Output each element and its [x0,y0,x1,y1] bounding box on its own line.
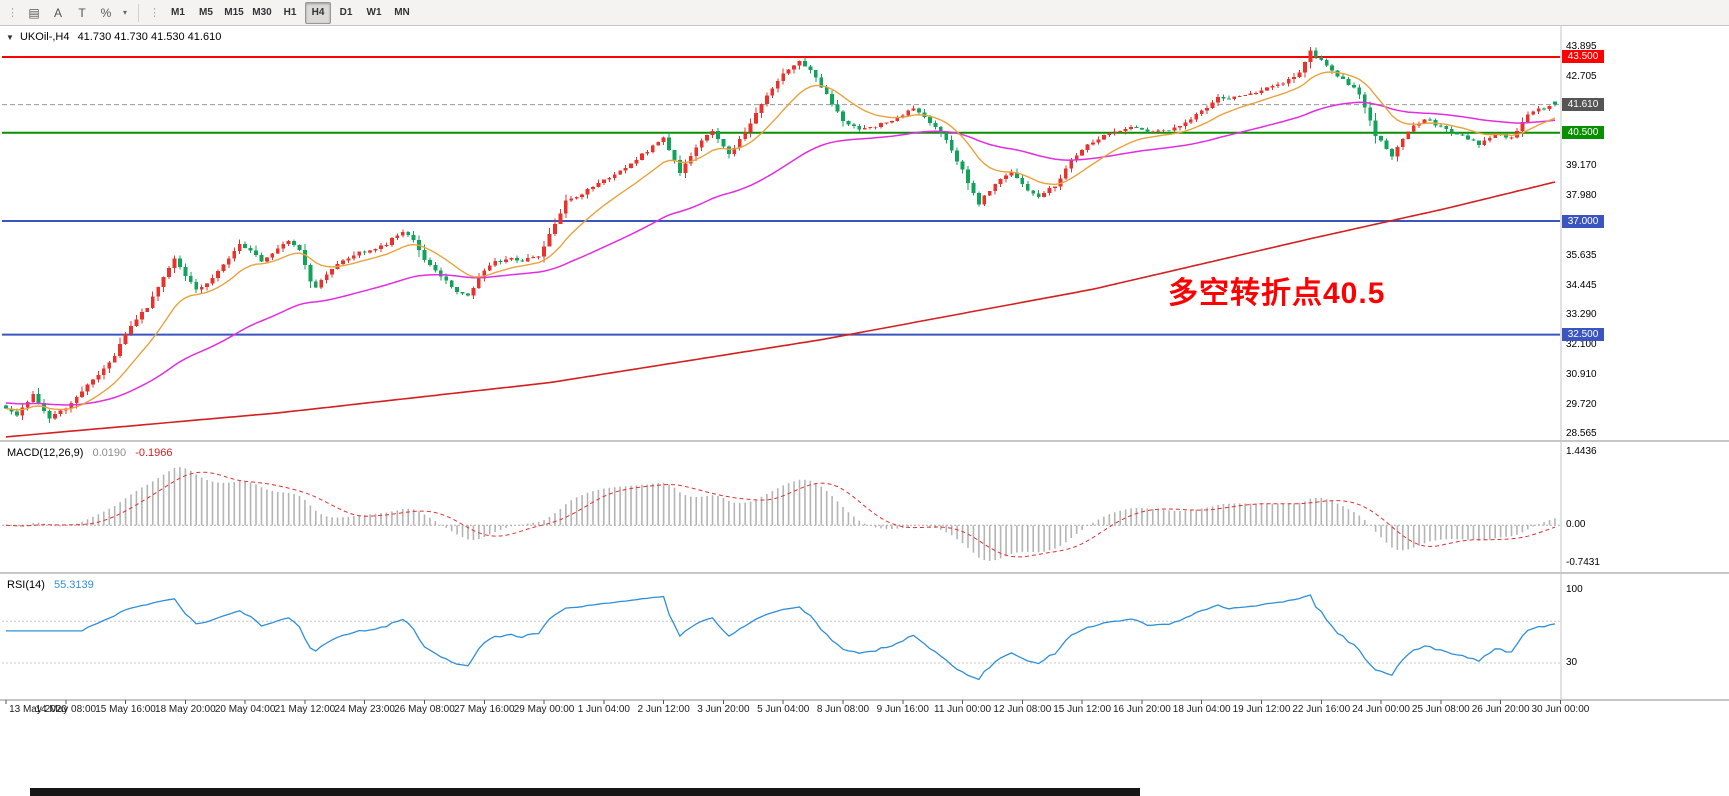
tool-button-group: ▤ A T% ▾ [22,2,132,24]
candlesticks [4,47,1557,424]
timeframe-button-m15[interactable]: M15 [224,7,244,18]
annotation-a-tool[interactable]: A [53,5,62,20]
timeframe-button-d1[interactable]: D1 [339,7,353,18]
panel-frame [0,26,1729,701]
ma-slow-line [5,181,1556,438]
dropdown-caret-icon[interactable]: ▾ [122,8,127,17]
chart-cursor-icon[interactable]: ▤ [28,5,40,20]
text-tool[interactable]: T [78,5,86,20]
toolbar: ⋮ ▤ A T% ▾ ⋮ M1 M5 M15 M30 H1 H4 D1 W1 MN [0,0,1729,26]
toolbar-grip[interactable]: ⋮ [7,7,18,19]
timeframe-button-w1[interactable]: W1 [366,7,382,18]
taskbar-strip [30,788,1140,796]
rsi-line [6,594,1556,681]
percent-tool-icon[interactable]: % [100,5,112,20]
timeframe-button-h4[interactable]: H4 [305,1,331,24]
time-axis-ticks [5,700,1561,704]
macd-panel-canvas [2,467,1560,561]
horizontal-levels [2,55,1560,336]
rsi-panel-canvas [2,594,1560,681]
timeframe-button-m1[interactable]: M1 [171,7,185,18]
toolbar-separator [138,3,139,22]
ma-fast-line [5,71,1556,411]
macd-signal-line [5,471,1556,558]
timeframe-button-group: M1 M5 M15 M30 H1 H4 D1 W1 MN [164,1,416,24]
timeframe-button-mn[interactable]: MN [394,7,410,18]
moving-averages [5,71,1556,438]
timeframe-button-m30[interactable]: M30 [252,7,272,18]
ma-mid-line [5,101,1556,406]
timeframe-button-h1[interactable]: H1 [283,7,297,18]
timeframe-button-m5[interactable]: M5 [199,7,213,18]
toolbar-grip-2[interactable]: ⋮ [149,7,160,19]
